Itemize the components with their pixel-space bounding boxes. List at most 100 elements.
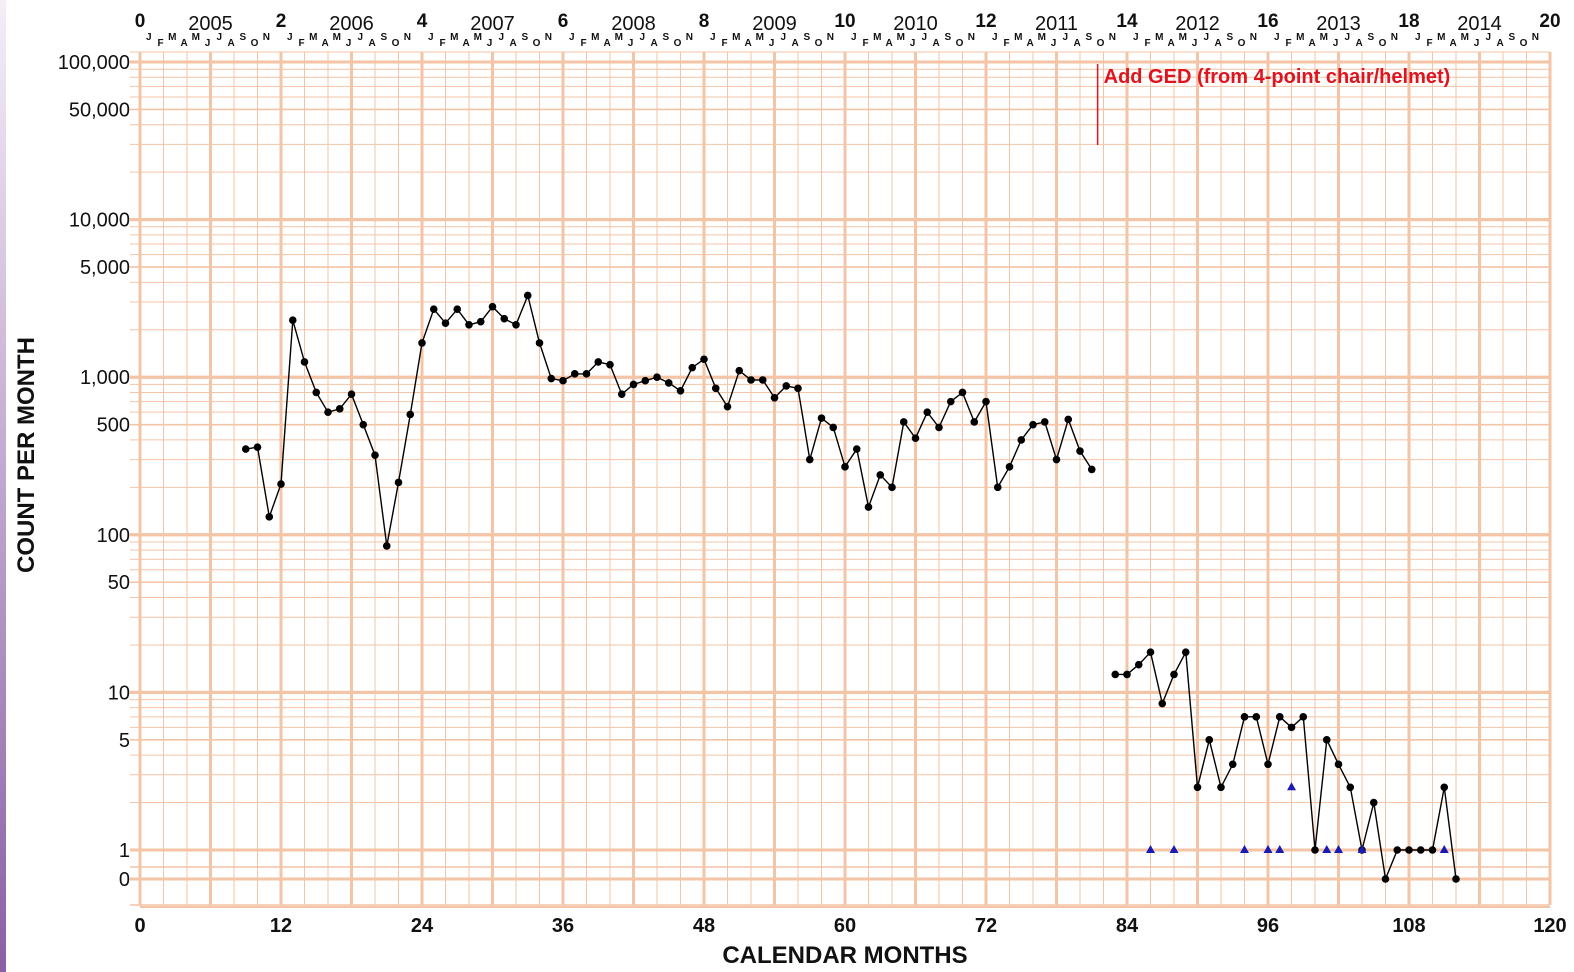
data-point: [1275, 713, 1284, 721]
year-label: 2005: [188, 13, 233, 35]
month-letter: O: [956, 38, 964, 49]
month-letter: J: [499, 32, 505, 43]
data-point: [277, 480, 285, 488]
data-point: [747, 376, 755, 384]
data-point: [606, 360, 614, 369]
data-point: [864, 503, 873, 511]
month-letter: N: [827, 32, 834, 43]
data-point: [958, 388, 967, 397]
data-point: [664, 379, 673, 387]
data-point: [841, 463, 849, 471]
y-axis-title: COUNT PER MONTH: [13, 337, 40, 573]
data-point: [676, 386, 685, 395]
month-letter: S: [944, 32, 951, 43]
month-letter: N: [968, 32, 975, 43]
data-point: [794, 384, 802, 393]
data-point-triangle: [1263, 845, 1273, 853]
month-letter: F: [1145, 38, 1151, 49]
top-tick-label: 4: [417, 11, 428, 32]
month-letter: M: [192, 32, 200, 43]
data-point: [1393, 846, 1402, 854]
month-letter: F: [722, 38, 728, 49]
month-letter: N: [263, 32, 270, 43]
data-point: [300, 358, 309, 366]
y-tick-label: 100: [97, 525, 130, 547]
data-point: [1146, 648, 1155, 656]
month-letter: J: [1274, 32, 1280, 43]
series-lines: [245, 293, 1457, 882]
month-letter: J: [1486, 32, 1492, 43]
data-point: [888, 483, 896, 492]
data-point: [758, 376, 767, 384]
month-letter: J: [1051, 38, 1057, 49]
data-point: [782, 382, 791, 390]
year-label: 2011: [1035, 13, 1078, 35]
month-letter: F: [1004, 38, 1010, 49]
data-point-triangle: [1169, 845, 1179, 853]
year-label: 2010: [893, 13, 938, 35]
data-point: [923, 408, 932, 416]
month-letter: A: [1073, 38, 1080, 49]
y-axis: 100,00050,00010,0005,0001,00050010050105…: [58, 52, 130, 891]
month-letter: M: [1296, 32, 1304, 43]
data-point-triangle: [1322, 845, 1332, 853]
x-axis: 0 12 24 36 48 60 72 84 96 108 120: [134, 915, 1566, 937]
month-letter: A: [744, 38, 751, 49]
data-point-triangle: [1146, 845, 1155, 853]
annotation-text: Add GED (from 4-point chair/helmet): [1104, 66, 1451, 88]
data-point: [312, 388, 321, 397]
y-tick-label: 10,000: [69, 210, 130, 232]
data-point-triangle: [1240, 845, 1249, 853]
month-letter: J: [781, 32, 787, 43]
month-letter: J: [205, 38, 211, 49]
year-label: 2006: [329, 13, 374, 35]
data-point: [394, 478, 403, 487]
month-letter: J: [640, 32, 646, 43]
y-tick-label: 5,000: [80, 257, 130, 279]
data-point: [429, 305, 438, 314]
month-letter: J: [487, 38, 493, 49]
x-tick-label: 0: [134, 915, 145, 937]
month-letter: M: [756, 32, 764, 43]
month-letter: O: [674, 38, 682, 49]
data-point: [1440, 783, 1449, 792]
month-letter: A: [368, 38, 375, 49]
data-point: [1416, 846, 1425, 854]
x-tick-label: 120: [1533, 915, 1566, 937]
y-tick-label: 500: [97, 415, 130, 437]
data-point: [453, 305, 462, 314]
data-point: [1428, 846, 1437, 854]
top-tick-label: 6: [558, 11, 569, 32]
data-point: [1052, 455, 1061, 464]
top-tick-label: 8: [699, 11, 710, 32]
data-point: [1134, 660, 1143, 669]
top-axis: 0 2 4 6 8 10 12 14 16 18 20 2005 2006 2007 2008 2009 201…: [135, 11, 1561, 49]
month-letter: M: [333, 32, 341, 43]
data-point: [476, 317, 485, 326]
data-point: [1240, 713, 1249, 721]
data-point: [265, 513, 274, 521]
month-letter: J: [910, 38, 916, 49]
month-letter: S: [380, 32, 387, 43]
month-letter: A: [1167, 38, 1174, 49]
month-letter: S: [521, 32, 528, 43]
data-point: [347, 390, 356, 399]
month-letter: A: [1449, 38, 1456, 49]
data-point: [970, 418, 979, 426]
data-point: [1346, 783, 1355, 792]
data-point: [1181, 648, 1190, 656]
data-point: [559, 376, 567, 385]
month-letter: M: [1179, 32, 1187, 43]
y-tick-label: 10: [108, 682, 130, 704]
month-letter: N: [1250, 32, 1257, 43]
data-point: [1322, 736, 1331, 744]
y-tick-label: 1,000: [80, 367, 130, 389]
month-letter: S: [1085, 32, 1092, 43]
month-letter: F: [440, 38, 446, 49]
data-point: [1005, 463, 1014, 471]
y-tick-label: 1: [119, 840, 130, 862]
data-point: [1252, 713, 1261, 721]
x-tick-label: 12: [270, 915, 292, 937]
chart-grid: [130, 51, 1552, 908]
month-letter: M: [1014, 32, 1022, 43]
